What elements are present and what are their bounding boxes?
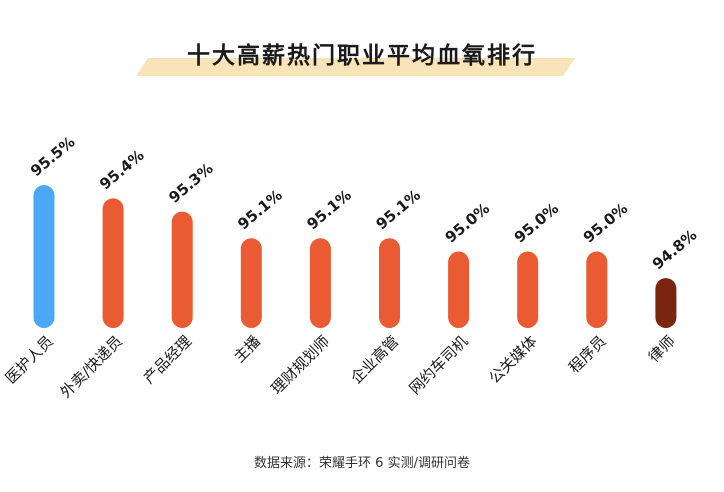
category-label: 程序员 [565, 332, 610, 377]
value-label: 95.0% [442, 199, 493, 246]
value-label: 95.3% [165, 159, 216, 206]
bar-9 [655, 278, 677, 328]
bar-chart: 95.5% 医护人员 95.4% 外卖/快递员 95.3% 产品经理 95.1% 主播 95.1… [2, 133, 701, 402]
value-label: 95.0% [580, 199, 631, 246]
value-label: 95.1% [373, 186, 424, 233]
data-source: 数据来源：荣耀手环 6 实测/调研问卷 [254, 456, 470, 471]
category-label: 公关媒体 [485, 332, 540, 387]
bar-5 [379, 238, 400, 328]
category-label: 律师 [645, 332, 679, 366]
category-label: 主播 [230, 332, 264, 366]
category-label: 产品经理 [140, 332, 195, 387]
bar-3 [240, 238, 262, 328]
value-label: 94.8% [649, 226, 700, 273]
bar-1 [102, 198, 124, 328]
chart-title: 十大高薪热门职业平均血氧排行 [187, 43, 537, 69]
bar-2 [171, 211, 193, 328]
bar-7 [517, 251, 539, 328]
bar-4 [309, 238, 331, 328]
category-label: 理财规划师 [267, 332, 333, 398]
value-label: 95.5% [27, 133, 78, 180]
category-label: 医护人员 [2, 332, 57, 387]
bar-0 [33, 185, 55, 328]
bar-8 [586, 251, 608, 328]
bar-6 [448, 251, 470, 328]
category-label: 网约车司机 [406, 332, 472, 398]
value-label: 95.1% [234, 186, 285, 233]
value-label: 95.4% [96, 146, 147, 193]
value-label: 95.1% [303, 186, 354, 233]
value-label: 95.0% [511, 199, 562, 246]
category-label: 企业高管 [347, 332, 402, 387]
title-highlight-band [136, 58, 575, 76]
category-label: 外卖/快递员 [57, 332, 126, 401]
